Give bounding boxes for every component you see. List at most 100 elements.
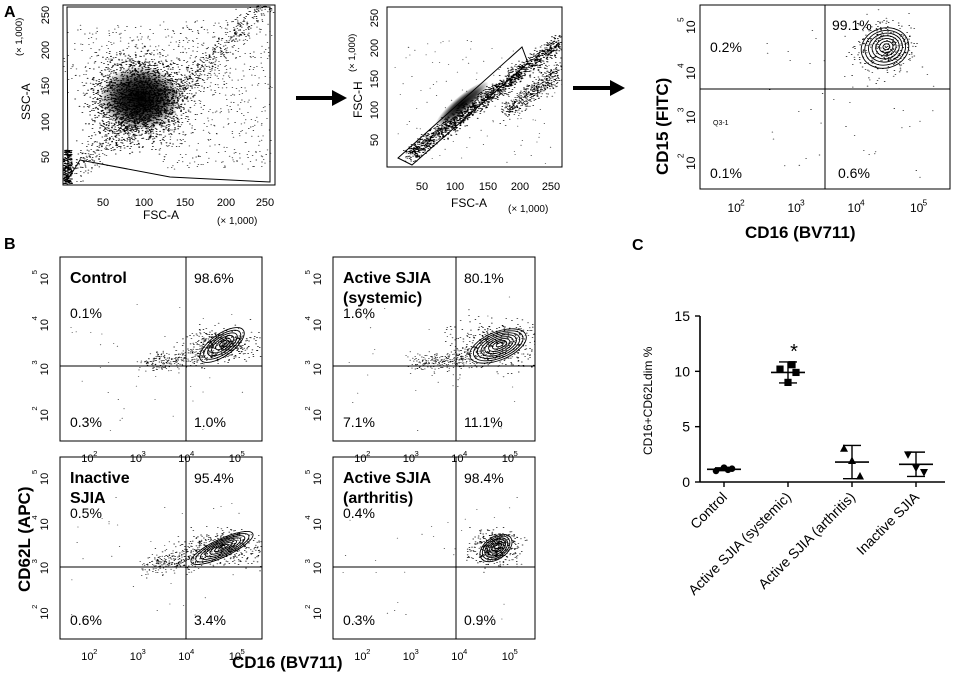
plot-frame xyxy=(59,456,263,640)
series-3 xyxy=(835,444,869,480)
y-tick: 150 xyxy=(369,70,381,88)
quadrant-ll: 7.1% xyxy=(343,414,375,430)
quadrant-ul: 0.5% xyxy=(70,505,102,521)
plot-title: Active SJIA xyxy=(343,470,431,487)
event-dots xyxy=(402,35,562,162)
quadrant-ul: 0.4% xyxy=(343,505,375,521)
quadrant-lr: 1.0% xyxy=(194,414,226,430)
y-tick-base: 10 xyxy=(312,473,324,485)
gate-polygon xyxy=(66,6,271,183)
quadrant-ll: 0.3% xyxy=(343,612,375,628)
quadrant-ul: 1.6% xyxy=(343,305,375,321)
y-tick-base: 10 xyxy=(684,156,698,170)
panel-b: CD62L (APC) CD16 (BV711) Control 0.1% 98.6… xyxy=(15,256,536,672)
x-tick-exp: 2 xyxy=(93,449,97,458)
scatter-points xyxy=(348,296,535,431)
x-tick-exp: 4 xyxy=(190,449,195,458)
y-tick-exp: 3 xyxy=(303,360,312,364)
series-2 xyxy=(771,361,805,386)
quadrant-ll: 0.6% xyxy=(70,612,102,628)
y-tick-label: 5 xyxy=(682,419,690,435)
y-tick-exp: 3 xyxy=(30,360,39,364)
y-tick-base: 10 xyxy=(684,66,698,80)
density-contour xyxy=(195,533,250,563)
y-tick-exp: 3 xyxy=(30,559,39,563)
y-tick-label: 15 xyxy=(674,308,690,324)
y-ticks: 50 100 150 200 250 xyxy=(369,9,381,146)
y-axis-label: CD16+CD62Ldim % xyxy=(641,346,655,455)
x-tick-base: 10 xyxy=(354,453,366,465)
data-point xyxy=(920,469,928,477)
x-tick-exp: 3 xyxy=(142,647,146,656)
y-tick-exp: 5 xyxy=(675,17,685,22)
y-tick-exp: 5 xyxy=(30,270,39,274)
y-tick-exp: 5 xyxy=(30,470,39,474)
data-point xyxy=(792,368,800,377)
x-tick-exp: 4 xyxy=(860,197,865,207)
event-dots xyxy=(348,296,523,431)
scatter-points xyxy=(394,35,562,164)
data-point xyxy=(856,471,864,480)
event-dots xyxy=(136,343,215,374)
density-contour xyxy=(199,327,245,363)
y-tick-exp: 4 xyxy=(30,515,39,520)
y-scale-label: (× 1,000) xyxy=(347,34,358,72)
panel-b-plot-2: Active SJIA (systemic)1.6% 80.1% 7.1% 11.1% 1… xyxy=(303,256,536,465)
plot-frame xyxy=(332,456,536,640)
y-tick: 150 xyxy=(40,77,52,95)
event-dots xyxy=(161,526,262,572)
density-contour xyxy=(875,38,897,57)
x-tick-base: 10 xyxy=(848,201,862,215)
y-tick: 50 xyxy=(40,151,52,163)
y-tick-base: 10 xyxy=(39,319,51,331)
plot-frame xyxy=(386,6,563,168)
x-tick-label: Control xyxy=(687,489,730,532)
y-tick-base: 10 xyxy=(312,363,324,375)
x-tick-exp: 4 xyxy=(463,449,468,458)
arrow-2 xyxy=(573,80,625,96)
x-tick-base: 10 xyxy=(229,651,241,663)
quadrant-ul: 0.2% xyxy=(710,39,742,55)
quadrant-lr: 11.1% xyxy=(464,414,503,430)
series-1 xyxy=(707,464,741,475)
y-tick: 250 xyxy=(369,9,381,27)
y-tick-exp: 2 xyxy=(303,406,312,410)
y-tick-base: 10 xyxy=(39,473,51,485)
x-scale-label: (× 1,000) xyxy=(508,204,548,215)
event-dots xyxy=(159,20,273,170)
y-tick-base: 10 xyxy=(684,110,698,124)
x-axis-label: FSC-A xyxy=(143,208,179,222)
y-tick-exp: 2 xyxy=(30,605,39,609)
panel-label-b: B xyxy=(4,236,16,253)
event-dots xyxy=(407,345,489,374)
quadrant-ul: 0.1% xyxy=(70,305,102,321)
x-tick-exp: 2 xyxy=(366,449,370,458)
x-tick-exp: 5 xyxy=(514,449,518,458)
density-contour xyxy=(200,535,246,560)
plot-title: Inactive xyxy=(70,470,130,487)
y-tick: 100 xyxy=(40,113,52,131)
y-tick: 250 xyxy=(40,6,52,24)
y-tick-exp: 3 xyxy=(675,107,685,112)
x-tick: 100 xyxy=(135,197,153,209)
panel-label-a: A xyxy=(4,4,16,21)
data-point xyxy=(904,451,912,459)
scatter-points xyxy=(63,5,275,185)
plot-title-line2: SJIA xyxy=(70,490,106,507)
x-tick: 100 xyxy=(446,181,464,193)
x-tick-exp: 3 xyxy=(142,449,146,458)
x-tick: 50 xyxy=(97,197,109,209)
x-tick: 150 xyxy=(176,197,194,209)
quadrant-lr: 0.9% xyxy=(464,612,496,628)
y-tick-base: 10 xyxy=(39,607,51,619)
x-tick-exp: 2 xyxy=(93,647,97,656)
y-tick-base: 10 xyxy=(39,409,51,421)
data-point xyxy=(724,466,732,474)
y-tick-base: 10 xyxy=(312,562,324,574)
y-scale-label: (× 1,000) xyxy=(14,18,25,56)
series-4 xyxy=(899,451,933,478)
x-tick: 250 xyxy=(542,181,560,193)
y-tick-base: 10 xyxy=(312,409,324,421)
event-dots xyxy=(766,30,935,178)
